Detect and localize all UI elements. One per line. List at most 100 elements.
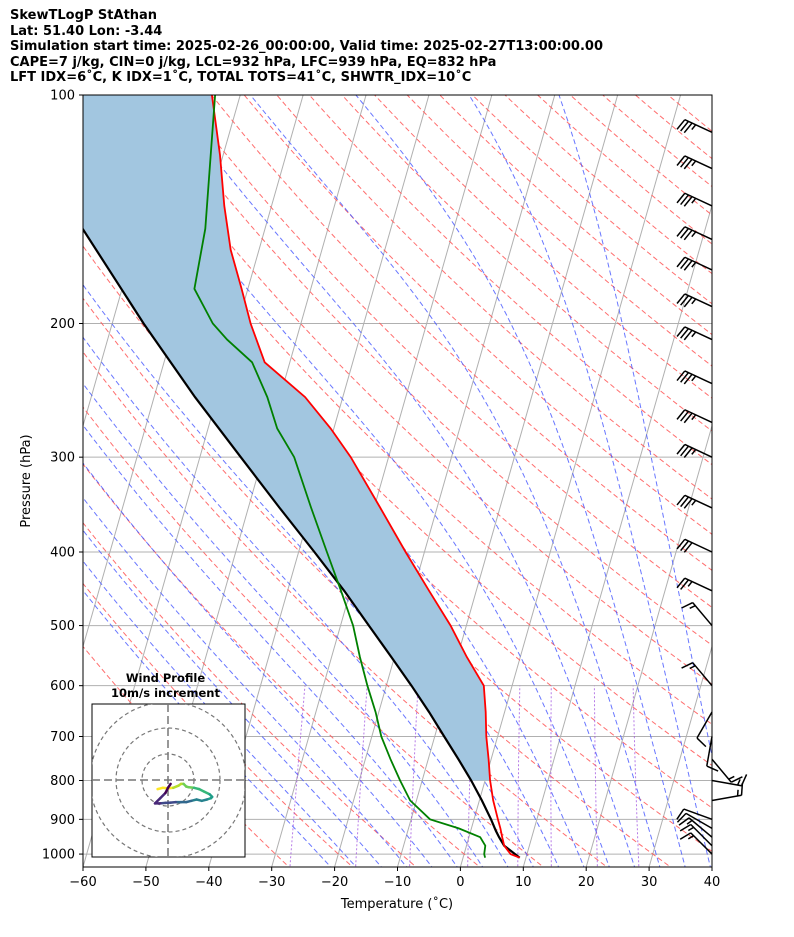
barb-flag <box>676 494 686 506</box>
barb-flag <box>730 776 743 783</box>
wind-barb <box>676 326 713 341</box>
wind-barb <box>678 817 713 838</box>
barb-flag <box>676 812 687 823</box>
wind-barb <box>681 662 713 687</box>
y-tick-label: 700 <box>50 730 75 745</box>
mixing-ratio-line <box>355 685 368 867</box>
barb-flag <box>683 260 693 271</box>
barb-flag <box>680 496 690 508</box>
barb-flag <box>680 194 690 206</box>
barb-half-flag <box>689 604 696 610</box>
wind-barb <box>679 832 713 855</box>
barb-half-flag <box>691 449 697 455</box>
x-tick-label: −30 <box>258 875 285 890</box>
dry-adiabat <box>211 95 712 571</box>
title-line-1: SkewTLogP StAthan <box>10 8 158 23</box>
barb-flag <box>696 737 707 748</box>
barb-flag <box>683 229 693 241</box>
title-line-5: LFT IDX=6˚C, K IDX=1˚C, TOTAL TOTS=41˚C,… <box>10 70 472 86</box>
barb-staff <box>690 832 713 855</box>
barb-flag <box>680 372 690 383</box>
hodograph-segment <box>166 782 172 790</box>
barb-staff <box>684 494 713 509</box>
hodograph-plot <box>92 704 245 857</box>
barb-half-flag <box>691 160 697 167</box>
y-tick-label: 400 <box>50 546 75 561</box>
dry-adiabat <box>406 95 712 367</box>
mixing-ratio-line <box>517 685 521 867</box>
moist-adiabat <box>558 95 712 759</box>
y-tick-label: 500 <box>50 619 75 634</box>
barb-staff <box>692 662 713 687</box>
mixing-ratio-line <box>632 685 640 867</box>
barb-flag <box>683 329 693 341</box>
y-tick-label: 600 <box>50 679 75 694</box>
wind-barb <box>676 808 713 821</box>
moist-adiabat <box>250 95 661 867</box>
y-tick-label: 100 <box>50 89 75 104</box>
dry-adiabat <box>635 95 712 160</box>
barb-half-flag <box>691 375 697 382</box>
dry-adiabat <box>667 95 712 132</box>
barb-staff <box>684 293 713 308</box>
y-tick-label: 1000 <box>42 848 75 863</box>
wind-barb <box>676 443 713 458</box>
hodograph-title: Wind Profile <box>126 671 206 685</box>
moist-adiabat <box>83 382 484 867</box>
barb-staff <box>688 817 713 838</box>
barb-flag <box>681 662 694 669</box>
isotherm <box>585 424 712 867</box>
moist-adiabat <box>83 336 509 867</box>
wind-barb <box>676 226 713 241</box>
barb-staff <box>711 758 732 783</box>
moist-adiabat <box>83 497 408 867</box>
wind-barb <box>676 409 713 424</box>
barb-half-flag <box>728 775 735 780</box>
barb-staff <box>706 736 713 767</box>
moist-adiabat <box>468 95 711 867</box>
isotherm <box>271 95 493 867</box>
barb-staff <box>684 538 713 553</box>
barb-staff <box>684 256 713 271</box>
wind-barb <box>696 711 713 748</box>
barb-staff <box>684 155 713 170</box>
barb-staff <box>684 326 713 341</box>
y-tick-label: 200 <box>50 317 75 332</box>
isotherm <box>522 203 712 867</box>
barb-half-flag <box>691 298 697 305</box>
y-tick-label: 900 <box>50 813 75 828</box>
barb-flag <box>683 412 693 424</box>
barb-flag <box>680 295 690 306</box>
barb-flag <box>683 447 693 458</box>
barb-half-flag <box>687 581 693 587</box>
parcel-profile-line <box>83 227 521 859</box>
barb-flag <box>680 579 690 590</box>
dry-adiabat <box>439 95 712 336</box>
barb-staff <box>711 779 742 787</box>
isotherm <box>711 865 712 867</box>
isotherm <box>775 95 794 867</box>
barb-flag <box>683 122 693 134</box>
barb-flag <box>680 120 690 132</box>
wind-barb <box>676 494 713 509</box>
wind-barbs <box>676 119 748 855</box>
barb-half-flag <box>691 331 697 338</box>
isotherm <box>334 95 556 867</box>
dry-adiabat <box>309 95 712 466</box>
barb-half-flag <box>691 231 697 238</box>
barb-flag <box>683 296 693 308</box>
barb-half-flag <box>691 261 697 268</box>
barb-flag <box>706 765 719 772</box>
barb-flag <box>680 410 690 422</box>
barb-flag <box>680 445 690 457</box>
barb-half-flag <box>691 124 697 131</box>
barb-half-flag <box>687 835 695 840</box>
wind-barb <box>681 601 713 627</box>
x-tick-label: −20 <box>321 875 348 890</box>
wind-barb <box>711 774 748 787</box>
barb-flag <box>683 498 693 509</box>
dry-adiabat <box>83 406 545 867</box>
barb-staff <box>690 823 713 847</box>
wind-barb <box>676 812 713 830</box>
